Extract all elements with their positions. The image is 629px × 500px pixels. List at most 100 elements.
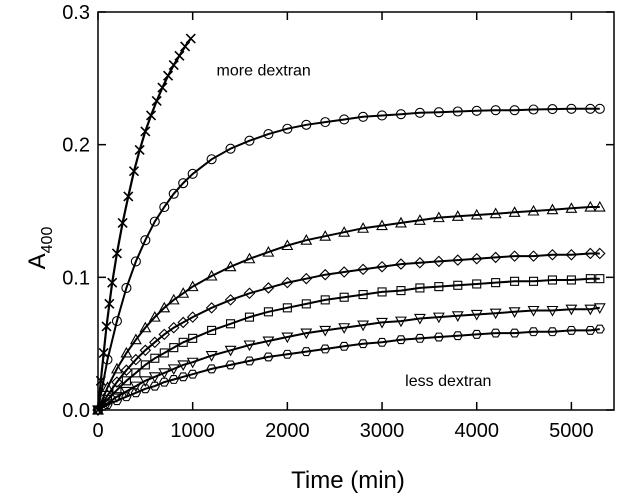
data-point (414, 256, 426, 269)
data-point (376, 110, 388, 121)
data-point (470, 309, 483, 321)
data-point (319, 268, 332, 281)
data-point (107, 277, 118, 288)
series-6 (92, 303, 606, 417)
data-point (338, 323, 351, 334)
data-point (357, 263, 369, 276)
data-point (593, 200, 606, 212)
data-point (320, 344, 331, 354)
data-point (117, 217, 128, 229)
data-point (433, 255, 445, 268)
data-point (547, 275, 558, 285)
data-point (244, 135, 255, 146)
data-point (433, 107, 444, 118)
data-point (282, 123, 293, 134)
data-point (111, 316, 122, 327)
data-point (111, 248, 123, 259)
data-point (434, 282, 444, 292)
data-point (244, 312, 255, 322)
data-point (123, 191, 134, 202)
data-point (301, 347, 312, 357)
data-point (140, 384, 151, 394)
data-point (547, 327, 558, 337)
data-point (395, 316, 407, 328)
data-point (158, 368, 171, 379)
fit-curve (97, 328, 600, 411)
data-point (584, 200, 597, 212)
data-point (158, 328, 171, 341)
data-point (528, 104, 539, 115)
data-point (489, 207, 502, 219)
x-axis-title: Time (min) (291, 467, 405, 494)
data-point (376, 337, 388, 347)
data-point (149, 336, 161, 349)
data-point (584, 247, 597, 260)
data-point (376, 317, 388, 329)
data-point (547, 104, 558, 115)
data-point (92, 405, 104, 415)
data-point (413, 214, 426, 225)
data-point (585, 325, 596, 335)
data-point (453, 280, 463, 290)
data-point (490, 105, 501, 116)
data-point (225, 143, 236, 154)
data-point (205, 302, 218, 314)
data-point (262, 245, 275, 257)
data-point (300, 272, 313, 285)
data-point (472, 279, 482, 289)
data-point (395, 335, 407, 345)
series-2 (92, 103, 605, 416)
fit-curve (97, 277, 600, 411)
data-point (102, 400, 113, 410)
series-layer (92, 33, 606, 417)
data-point (243, 252, 256, 264)
data-point (281, 332, 294, 344)
data-point (395, 109, 407, 120)
data-point (451, 311, 464, 322)
fit-curve (97, 252, 600, 411)
x-tick-label: 1000 (170, 420, 215, 442)
data-point (546, 305, 559, 317)
data-point (205, 269, 218, 281)
data-point (319, 325, 332, 337)
data-point (139, 376, 152, 387)
data-point (206, 364, 217, 374)
data-point (593, 303, 606, 314)
series-7 (92, 324, 605, 415)
data-point (319, 230, 332, 241)
data-point (158, 301, 171, 313)
data-point (263, 352, 274, 362)
data-point (186, 357, 199, 369)
data-point (320, 295, 330, 305)
data-point (595, 274, 605, 284)
y-axis-title-main: A (24, 253, 51, 269)
data-point (489, 251, 502, 264)
x-tick-label: 0 (92, 420, 103, 442)
data-point (471, 329, 482, 339)
data-point (281, 276, 294, 289)
data-point (149, 381, 160, 391)
data-point (452, 254, 464, 266)
data-point (339, 114, 350, 125)
data-point (414, 107, 425, 118)
data-point (167, 364, 180, 376)
data-point (148, 311, 161, 322)
series-5 (93, 274, 605, 415)
data-point (243, 340, 256, 352)
data-point (120, 386, 133, 398)
data-point (120, 346, 133, 358)
data-point (159, 348, 169, 358)
data-point (282, 349, 293, 359)
fit-curve (97, 107, 600, 411)
data-point (177, 360, 190, 372)
data-point (140, 235, 151, 246)
data-point (414, 333, 426, 343)
data-point (130, 353, 142, 366)
data-point (149, 216, 160, 227)
data-point (121, 392, 132, 402)
data-point (178, 337, 188, 347)
data-point (167, 321, 180, 334)
data-point (121, 376, 131, 386)
data-point (104, 298, 115, 309)
data-point (566, 103, 577, 114)
